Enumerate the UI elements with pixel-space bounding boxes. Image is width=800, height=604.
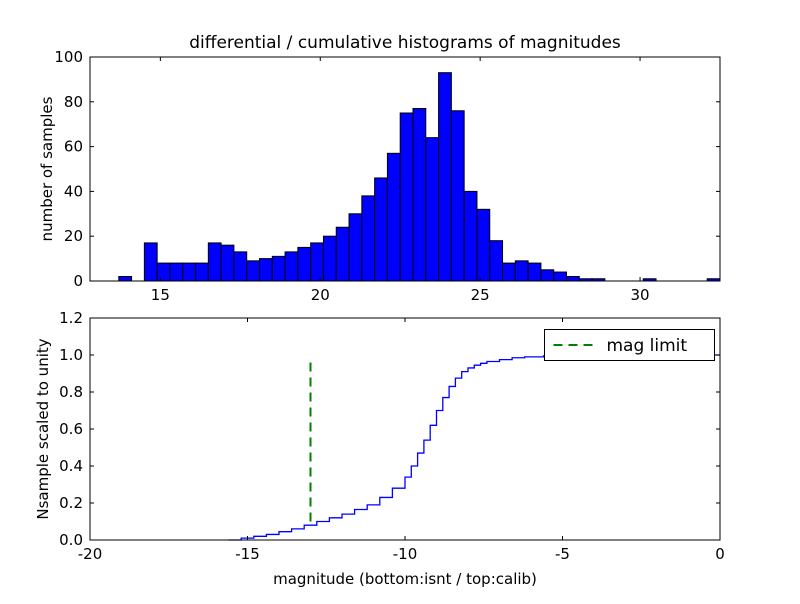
y-tick-label: 100	[54, 48, 83, 66]
histogram-bar	[271, 255, 286, 282]
histogram-bar	[246, 260, 260, 282]
histogram-bar	[143, 242, 158, 282]
y-tick-label: 0.0	[59, 531, 83, 549]
x-tick-label: -20	[78, 545, 103, 563]
histogram-bar	[489, 240, 504, 282]
histogram-bar	[233, 251, 248, 282]
y-tick-label: 1.0	[59, 346, 83, 364]
histogram-bar	[399, 112, 414, 282]
histogram-bar	[502, 262, 516, 282]
x-tick-label: -5	[555, 545, 570, 563]
y-tick-label: 0.6	[59, 420, 83, 438]
histogram-bar	[540, 269, 555, 282]
histogram-bar	[284, 251, 299, 282]
x-tick-label: 20	[311, 286, 330, 304]
histogram-bar	[348, 213, 363, 282]
histogram-bar	[386, 152, 401, 282]
histogram-bar	[118, 276, 133, 282]
histogram-bar	[182, 262, 197, 282]
histogram-bar	[361, 195, 376, 282]
histogram-bar	[322, 235, 337, 282]
histogram-bar	[335, 226, 350, 282]
histogram-bar	[514, 260, 529, 282]
legend-label: mag limit	[607, 336, 688, 356]
x-tick-label: 25	[471, 286, 490, 304]
histogram-bar	[438, 72, 452, 282]
x-tick-label: -15	[235, 545, 260, 563]
histogram-bar	[527, 262, 542, 282]
y-tick-label: 60	[64, 138, 83, 156]
histogram-bar	[258, 258, 273, 282]
y-tick-label: 0.4	[59, 457, 83, 475]
histogram-bar	[169, 262, 184, 282]
top-histogram-axes: 15 20 25 30 0 20 40 60 80 100	[54, 48, 721, 304]
histogram-bar	[425, 137, 440, 282]
histogram-bar	[220, 244, 235, 282]
x-tick-label: 30	[631, 286, 650, 304]
top-y-axis-label: number of samples	[38, 96, 56, 241]
bottom-y-axis-label: Nsample scaled to unity	[34, 338, 52, 519]
x-tick-label: 15	[151, 286, 170, 304]
x-tick-label: 0	[715, 545, 725, 563]
histogram-bar	[297, 246, 312, 282]
y-tick-label: 0.8	[59, 383, 83, 401]
bottom-x-axis-label: magnitude (bottom:isnt / top:calib)	[273, 570, 537, 588]
histogram-bar	[156, 262, 171, 282]
histogram-bar	[374, 177, 388, 282]
y-tick-label: 20	[64, 227, 83, 245]
histogram-bar	[463, 190, 478, 282]
axes-frame	[89, 56, 721, 282]
x-tick-label: -10	[393, 545, 418, 563]
histogram-bar	[553, 271, 567, 282]
y-tick-label: 80	[64, 93, 83, 111]
legend: mag limit	[544, 329, 715, 361]
histogram-bar	[310, 242, 324, 282]
bottom-cumulative-axes: mag limit -20 -15 -10 -5 0 0.0 0.2 0.4 0.6 0.8 1.0 1…	[59, 309, 725, 563]
y-tick-label: 0	[73, 272, 83, 290]
cumulative-step-line	[228, 354, 720, 541]
y-tick-label: 1.2	[59, 309, 83, 327]
histogram-bar	[412, 108, 427, 282]
y-tick-label: 40	[64, 182, 83, 200]
y-tick-label: 0.2	[59, 494, 83, 512]
histogram-bar	[450, 110, 465, 282]
histogram-bar	[565, 276, 580, 282]
chart-title: differential / cumulative histograms of …	[189, 33, 621, 53]
histogram-bar	[195, 262, 209, 282]
histogram-bar	[476, 208, 491, 282]
histogram-bar	[207, 242, 222, 282]
